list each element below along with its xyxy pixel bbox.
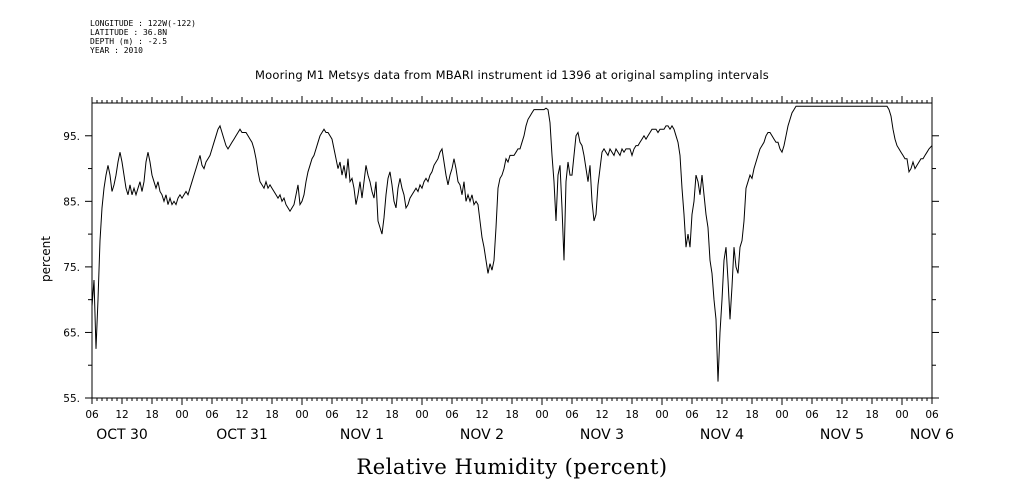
x-tick-label: 06: [205, 409, 219, 421]
metadata-block: LONGITUDE : 122W(-122) LATITUDE : 36.8N …: [90, 19, 196, 55]
x-tick-label: 00: [295, 409, 308, 421]
x-day-label: NOV 2: [460, 427, 504, 443]
x-tick-label: 18: [625, 409, 638, 421]
x-tick-label: 18: [865, 409, 878, 421]
x-tick-label: 18: [505, 409, 518, 421]
x-tick-label: 06: [925, 409, 939, 421]
x-day-label: NOV 6: [910, 427, 954, 443]
x-tick-label: 18: [745, 409, 758, 421]
x-day-label: NOV 4: [700, 427, 744, 443]
x-tick-label: 18: [265, 409, 278, 421]
x-tick-label: 00: [415, 409, 428, 421]
meta-year: YEAR : 2010: [90, 46, 143, 55]
y-tick-label: 55.: [63, 393, 80, 405]
meta-depth: DEPTH (m) : -2.5: [90, 37, 168, 46]
x-day-label: OCT 30: [96, 427, 148, 443]
x-tick-label: 00: [175, 409, 188, 421]
x-tick-label: 18: [145, 409, 158, 421]
x-day-label: NOV 3: [580, 427, 624, 443]
x-tick-label: 12: [595, 409, 608, 421]
x-tick-label: 00: [895, 409, 908, 421]
x-tick-label: 00: [535, 409, 548, 421]
x-axis: 06 12 18 00 06 12 18 00 06 12 18 00 06 12 18 00 06 12 18 00…: [85, 96, 954, 443]
y-axis-label: percent: [39, 236, 53, 282]
meta-latitude: LATITUDE : 36.8N: [90, 28, 168, 37]
x-tick-label: 18: [385, 409, 398, 421]
x-tick-label: 00: [655, 409, 668, 421]
x-tick-label: 06: [565, 409, 579, 421]
x-tick-label: 12: [235, 409, 248, 421]
y-axis: 55. 65. 75. 85. 95.: [63, 131, 939, 405]
x-day-label: OCT 31: [216, 427, 268, 443]
x-tick-label: 12: [475, 409, 488, 421]
x-axis-label: Relative Humidity (percent): [356, 455, 668, 479]
x-tick-label: 00: [775, 409, 788, 421]
x-tick-label: 12: [355, 409, 368, 421]
plot-frame: [91, 102, 933, 399]
y-tick-label: 85.: [63, 196, 80, 208]
meta-longitude: LONGITUDE : 122W(-122): [90, 19, 196, 28]
x-tick-label: 06: [85, 409, 99, 421]
x-tick-label: 12: [715, 409, 728, 421]
y-tick-label: 65.: [63, 327, 80, 339]
x-tick-label: 06: [685, 409, 699, 421]
x-tick-label: 12: [115, 409, 128, 421]
chart-title: Mooring M1 Metsys data from MBARI instru…: [255, 68, 769, 82]
x-tick-label: 06: [445, 409, 459, 421]
y-tick-label: 75.: [63, 262, 80, 274]
series-line: [91, 105, 933, 382]
x-tick-label: 06: [805, 409, 819, 421]
x-day-label: NOV 1: [340, 427, 384, 443]
x-tick-label: 12: [835, 409, 848, 421]
x-day-label: NOV 5: [820, 427, 864, 443]
x-tick-label: 06: [325, 409, 339, 421]
y-tick-label: 95.: [63, 131, 80, 143]
